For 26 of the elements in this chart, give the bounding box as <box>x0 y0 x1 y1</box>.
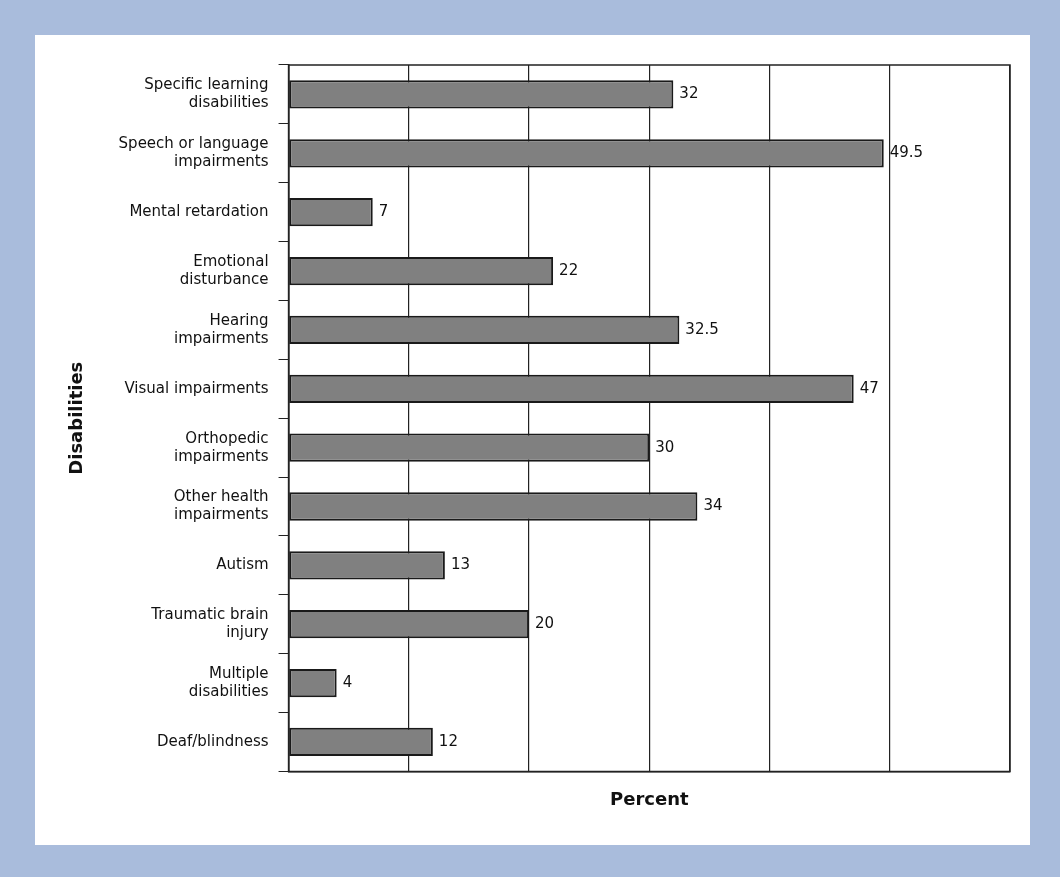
data-label: 49.5 <box>889 143 924 162</box>
y-tick-label: Speech or language impairments <box>118 134 269 171</box>
y-tick-label: Visual impairments <box>124 378 269 397</box>
y-tick-label: Mental retardation <box>129 202 269 221</box>
y-axis-title: Disabilities <box>65 361 87 475</box>
y-tick-label: Other health impairments <box>173 487 269 524</box>
y-tick-label: Autism <box>216 555 269 574</box>
data-label: 47 <box>859 378 879 397</box>
y-tick-label: Traumatic brain injury <box>150 605 269 642</box>
data-label: 12 <box>438 731 458 750</box>
x-axis-title: Percent <box>610 787 689 809</box>
y-tick-label: Hearing impairments <box>173 310 269 347</box>
y-tick-label: Specific learning disabilities <box>144 75 269 112</box>
data-label: 4 <box>342 672 353 691</box>
data-label: 32 <box>679 84 699 103</box>
y-tick-label: Deaf/blindness <box>157 731 269 750</box>
y-tick-label: Emotional disturbance <box>179 251 269 288</box>
data-label: 30 <box>655 437 675 456</box>
data-label: 34 <box>703 496 723 515</box>
y-tick-label: Orthopedic impairments <box>173 428 269 465</box>
data-label: 7 <box>378 202 389 221</box>
data-label: 32.5 <box>685 319 719 338</box>
data-label: 13 <box>450 555 470 574</box>
data-label: 20 <box>535 614 555 633</box>
y-tick-label: Multiple disabilities <box>188 663 269 700</box>
data-label: 22 <box>559 260 579 279</box>
